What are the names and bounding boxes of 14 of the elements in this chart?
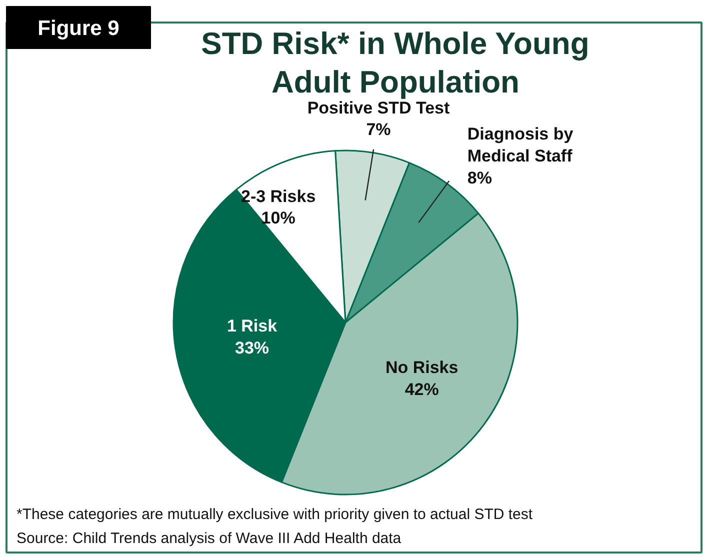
data-label: 10% (261, 208, 296, 228)
slice-label: 1 Risk (226, 316, 278, 336)
data-label: 8% (467, 168, 492, 188)
data-label: 42% (404, 380, 439, 399)
slice-label: No Risks (385, 358, 458, 377)
slice-label: 2-3 Risks (240, 186, 316, 206)
data-label: 7% (366, 120, 391, 140)
slice-label: Positive STD Test (307, 98, 450, 118)
chart-title: STD Risk* in Whole Young Adult Population (201, 26, 590, 100)
slice-label: Diagnosis by Medical Staff (467, 124, 574, 166)
text: *These categories are mutually exclusive with priority given to actual STD test (16, 506, 534, 523)
source-note: Source: Child Trends analysis of Wave III Add Health data (16, 530, 402, 547)
caption: Figure 9 (38, 17, 120, 40)
data-label: 33% (235, 338, 270, 358)
